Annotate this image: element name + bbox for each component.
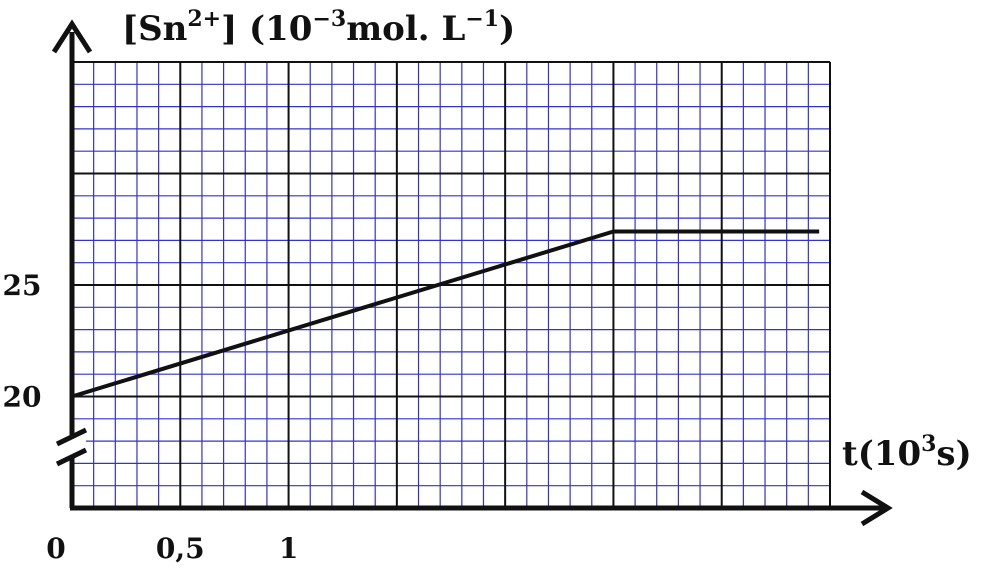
- y-title-species: [Sn: [122, 9, 187, 49]
- x-tick-labels: 0 0,5 1: [46, 532, 298, 565]
- y-axis-title: [Sn2+] (10−3mol. L−1): [122, 6, 515, 49]
- y-title-unit-exp2: −1: [465, 6, 499, 32]
- axes: [51, 19, 893, 527]
- y-title-unit-close: ): [499, 9, 515, 49]
- y-title-unit-open: ] (10: [221, 9, 312, 49]
- y-title-charge: 2+: [187, 6, 221, 32]
- x-title-post: s): [936, 434, 971, 474]
- y-axis-arrowhead: [51, 19, 93, 54]
- x-axis-arrowhead: [860, 489, 893, 527]
- x-title-exp: 3: [921, 431, 936, 457]
- x-axis-title: t(103s): [842, 431, 972, 474]
- axis-break-mark-bottom: [55, 447, 88, 467]
- x-tick-label: 1: [279, 532, 298, 565]
- y-title-unit-exp: −3: [312, 6, 346, 32]
- series-line-0: [71, 229, 820, 399]
- y-title-unit-mid: mol. L: [346, 9, 465, 49]
- axis-break-mark-top: [55, 427, 88, 447]
- y-tick-label: 25: [3, 269, 42, 302]
- x-tick-label: 0: [46, 532, 65, 565]
- y-tick-label: 20: [3, 381, 42, 414]
- x-tick-label: 0,5: [156, 532, 205, 565]
- x-title-pre: t(10: [842, 434, 921, 474]
- series-layer: [71, 229, 820, 399]
